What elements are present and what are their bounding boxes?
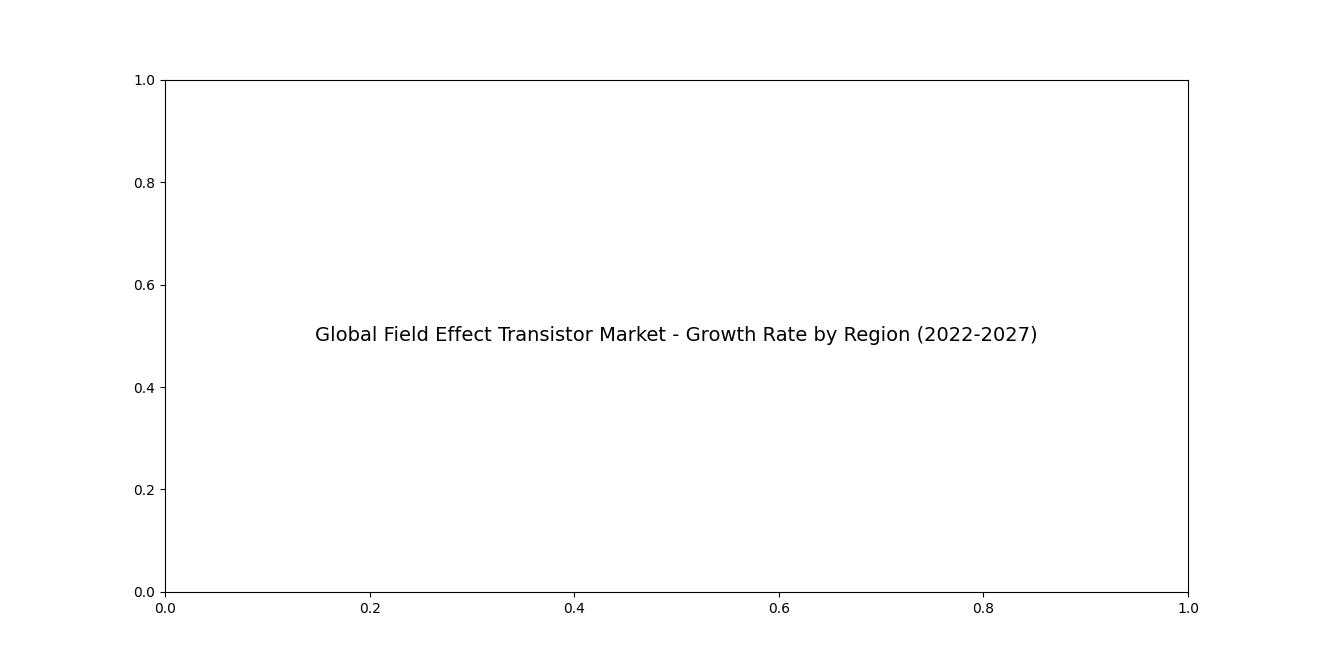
Text: Global Field Effect Transistor Market - Growth Rate by Region (2022-2027): Global Field Effect Transistor Market - … <box>315 327 1038 345</box>
